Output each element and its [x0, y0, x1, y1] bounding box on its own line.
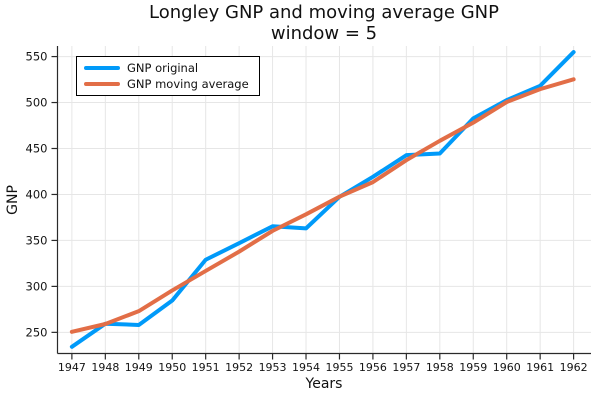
- chart-title-line1: Longley GNP and moving average GNP: [148, 2, 499, 23]
- x-tick-label: 1948: [91, 361, 119, 374]
- x-tick-label: 1959: [459, 361, 487, 374]
- chart-title: Longley GNP and moving average GNP windo…: [57, 2, 591, 44]
- x-tick-label: 1951: [192, 361, 220, 374]
- legend: GNP original GNP moving average: [76, 56, 260, 96]
- x-tick-label: 1954: [292, 361, 320, 374]
- y-tick-label: 550: [26, 50, 48, 64]
- x-tick-label: 1949: [125, 361, 153, 374]
- series-line-gnp-original: [69, 50, 576, 349]
- y-tick-label: 300: [26, 279, 48, 293]
- x-tick-label: 1957: [392, 361, 420, 374]
- x-tick-label: 1953: [259, 361, 287, 374]
- legend-line-swatch-gnp-moving-average: [84, 82, 120, 86]
- x-axis-label: Years: [305, 376, 343, 392]
- chart-title-line2: window = 5: [270, 23, 378, 44]
- x-tick-label: 1950: [158, 361, 186, 374]
- legend-line-swatch-gnp-original: [84, 66, 120, 70]
- y-tick-label: 250: [26, 325, 48, 339]
- legend-entry-gnp-original: GNP original: [84, 61, 249, 75]
- x-tick-label: 1960: [493, 361, 521, 374]
- x-tick-label: 1962: [560, 361, 588, 374]
- series-line-gnp-moving-average: [69, 77, 576, 334]
- x-tick-label: 1961: [526, 361, 554, 374]
- x-tick-label: 1958: [426, 361, 454, 374]
- x-tick-label: 1947: [58, 361, 86, 374]
- x-tick-label: 1956: [359, 361, 387, 374]
- x-tick-label: 1955: [325, 361, 353, 374]
- y-tick-label: 450: [26, 142, 48, 156]
- legend-label-gnp-moving-average: GNP moving average: [127, 77, 249, 91]
- legend-label-gnp-original: GNP original: [127, 61, 199, 75]
- x-tick-label: 1952: [225, 361, 253, 374]
- y-tick-label: 350: [26, 233, 48, 247]
- y-tick-label: 500: [26, 96, 48, 110]
- legend-entry-gnp-moving-average: GNP moving average: [84, 77, 249, 91]
- y-tick-label: 400: [26, 187, 48, 201]
